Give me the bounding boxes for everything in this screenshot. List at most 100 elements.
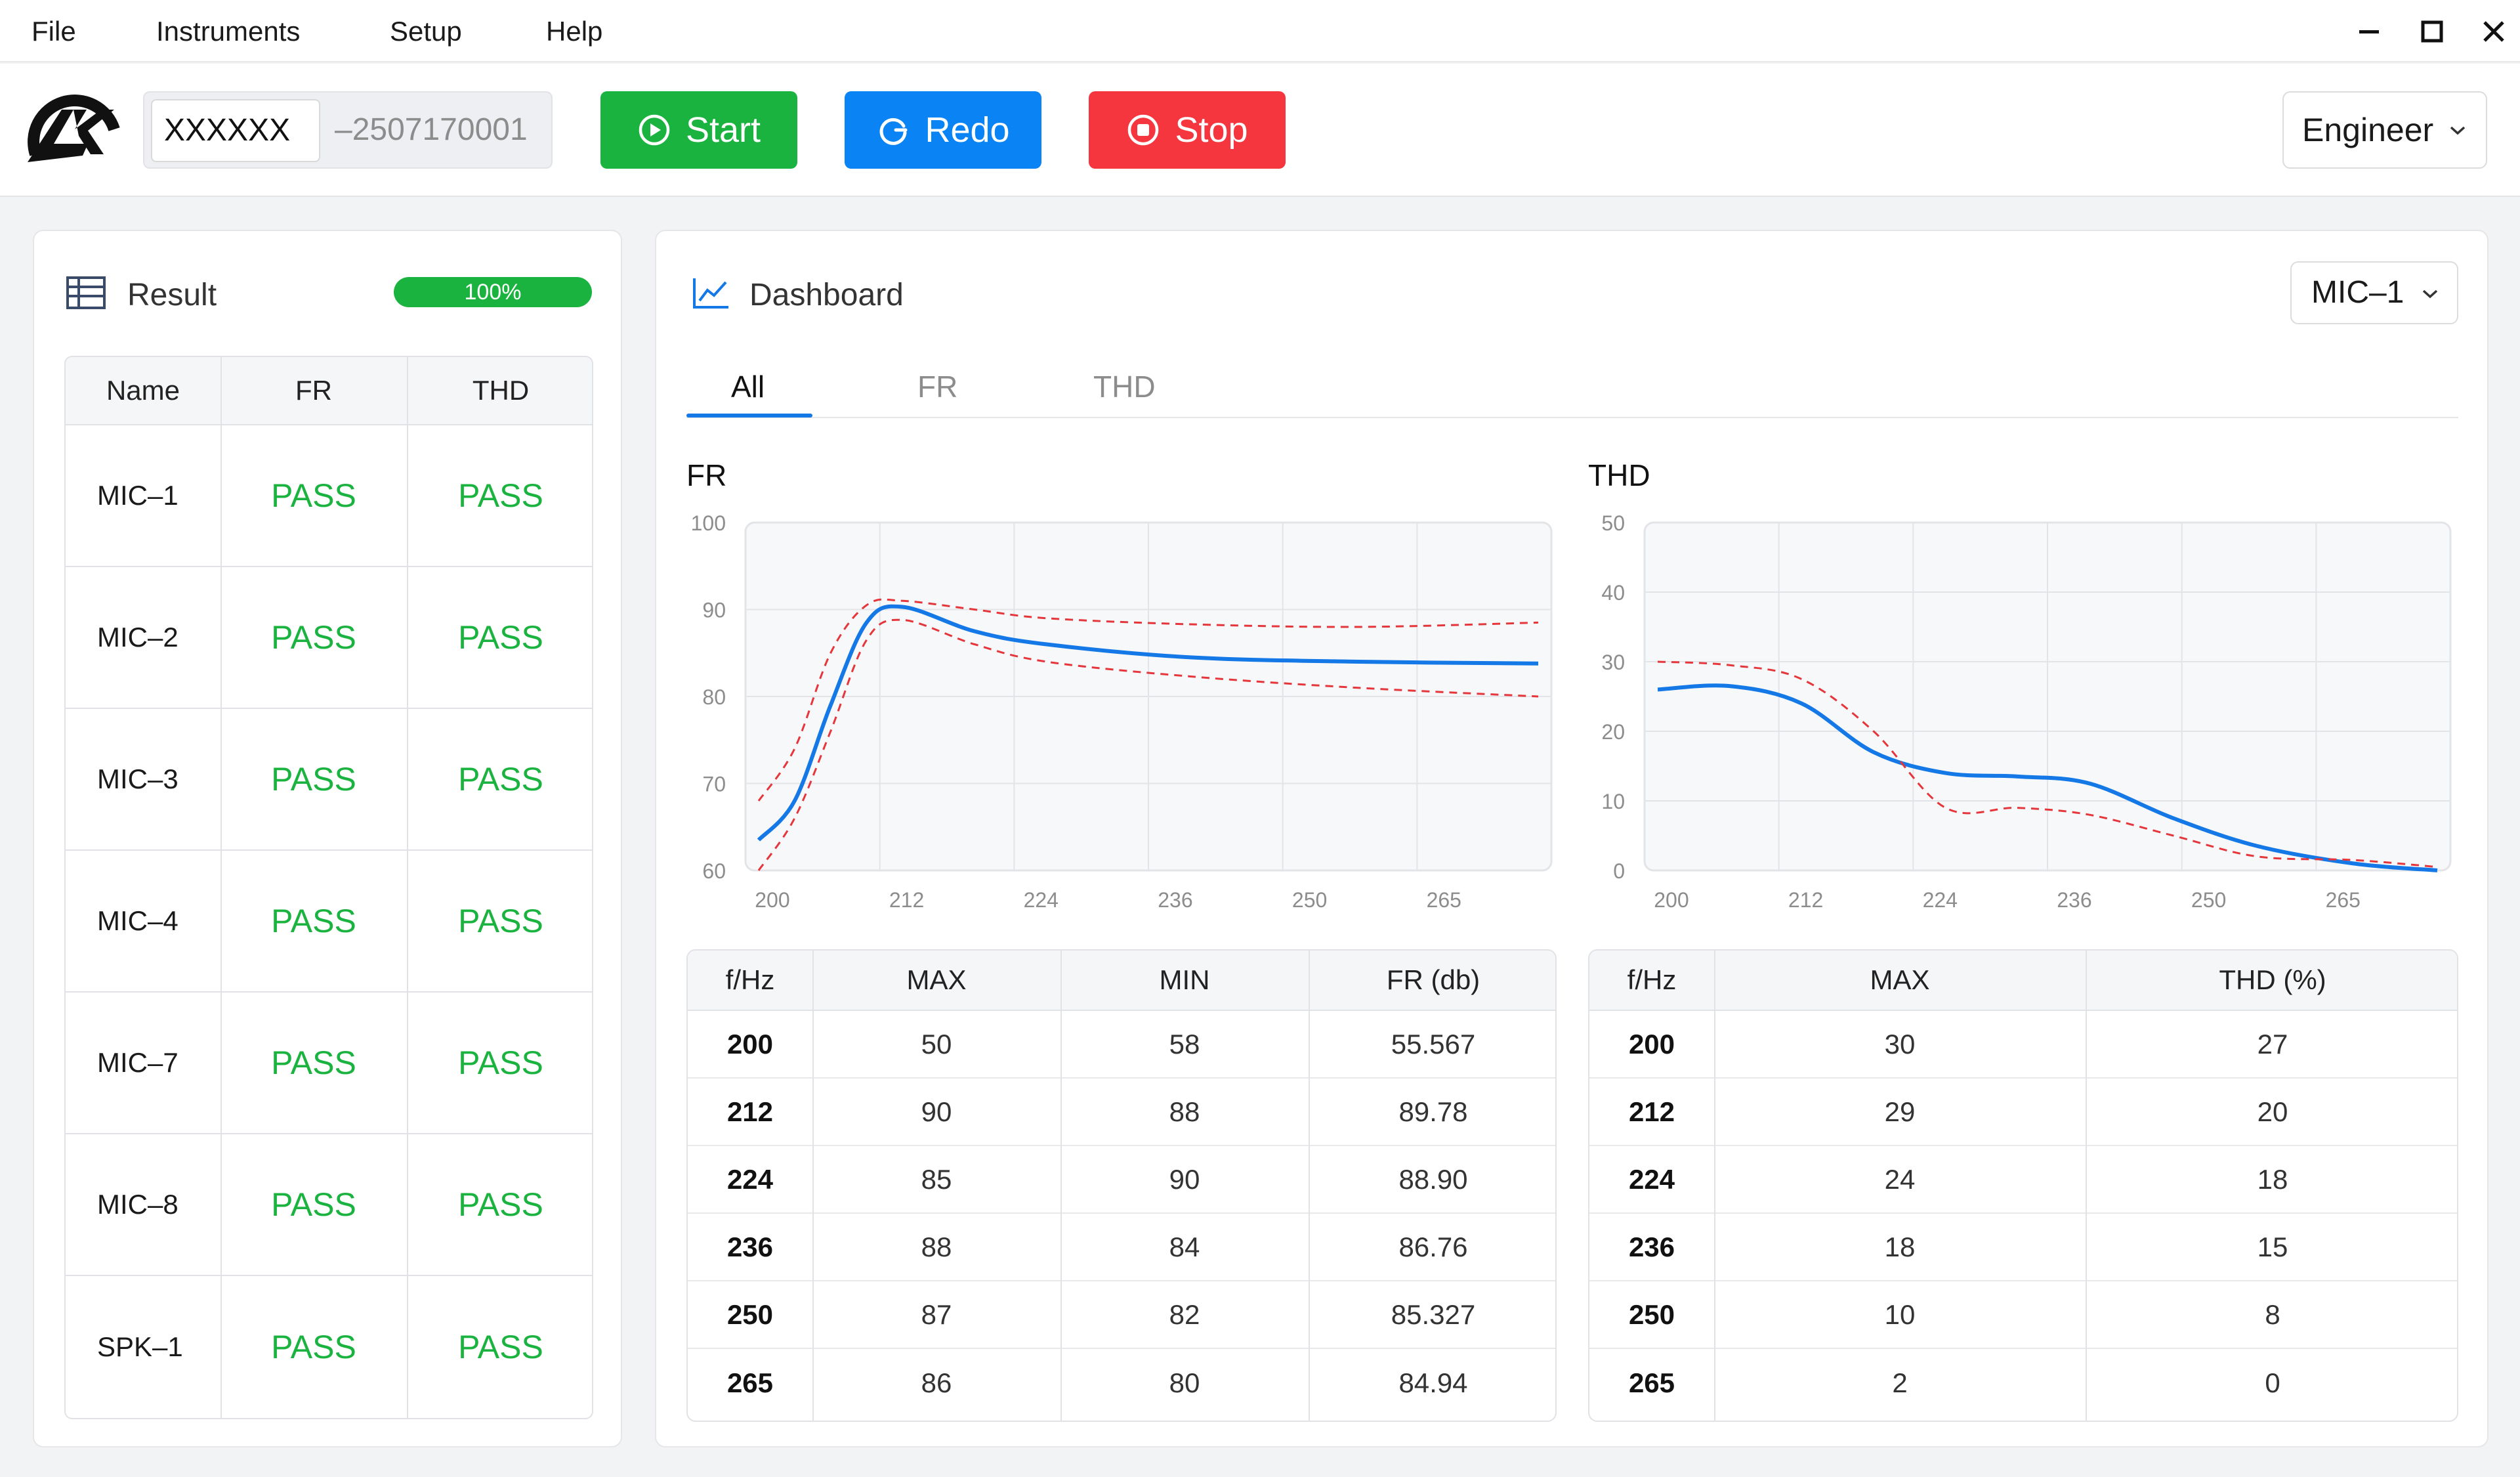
fr-status: PASS	[271, 903, 356, 939]
col-freq: f/Hz	[725, 964, 775, 995]
thd-chart: 0 10 20 30 40 50 200 212 224 236 250 265	[1601, 511, 2452, 912]
serial-prefix-input[interactable]: XXXXXX	[151, 99, 320, 162]
freq-cell: 200	[1628, 1028, 1675, 1060]
table-icon	[66, 276, 106, 309]
result-table: Name FR THD MIC–1 PASS PASS MIC–2 PASS P…	[64, 356, 593, 1419]
x-tick-label: 236	[2057, 888, 2091, 912]
redo-icon	[880, 118, 908, 145]
col-freq: f/Hz	[1627, 964, 1677, 995]
max-cell: 88	[921, 1231, 952, 1262]
active-tab-indicator	[686, 414, 812, 417]
fr-status: PASS	[271, 1329, 356, 1365]
thd-cell: 0	[2265, 1367, 2280, 1398]
menu-help[interactable]: Help	[546, 16, 603, 47]
x-tick-label: 212	[1788, 888, 1823, 912]
role-select[interactable]: Engineer	[2282, 91, 2487, 169]
fr-table: f/Hz MAX MIN FR (db) 200 50 58 55.567 21…	[686, 949, 1557, 1422]
row-name: MIC–2	[97, 622, 178, 653]
result-panel: Result 100% Name FR THD MIC–1 PASS PASS …	[33, 230, 622, 1447]
table-row[interactable]: MIC–7 PASS PASS	[66, 993, 592, 1134]
row-name: SPK–1	[97, 1331, 183, 1362]
max-cell: 18	[1884, 1231, 1916, 1262]
close-icon[interactable]	[2474, 12, 2513, 51]
device-select[interactable]: MIC–1	[2290, 261, 2458, 324]
freq-cell: 250	[726, 1298, 774, 1330]
x-tick-label: 224	[1024, 888, 1059, 912]
thd-status: PASS	[458, 1329, 543, 1365]
logo-icon	[28, 95, 120, 162]
thd-status: PASS	[458, 477, 543, 514]
table-row: 265 86 80 84.94	[688, 1349, 1555, 1417]
table-row[interactable]: MIC–2 PASS PASS	[66, 567, 592, 709]
min-cell: 58	[1169, 1028, 1200, 1060]
row-name: MIC–8	[97, 1189, 178, 1220]
y-tick-label: 80	[702, 685, 726, 709]
table-row: 250 87 82 85.327	[688, 1281, 1555, 1349]
y-tick-label: 20	[1601, 720, 1625, 744]
tab-all[interactable]: All	[731, 370, 765, 404]
device-value: MIC–1	[2311, 275, 2404, 310]
y-tick-label: 70	[702, 773, 726, 796]
table-row[interactable]: MIC–8 PASS PASS	[66, 1134, 592, 1276]
max-cell: 86	[921, 1367, 952, 1398]
tab-thd[interactable]: THD	[1093, 370, 1156, 404]
x-tick-label: 212	[889, 888, 924, 912]
table-row[interactable]: MIC–3 PASS PASS	[66, 709, 592, 851]
freq-cell: 265	[1628, 1367, 1675, 1398]
tab-fr[interactable]: FR	[917, 370, 958, 404]
table-row: 200 50 58 55.567	[688, 1011, 1555, 1079]
maximize-icon[interactable]	[2412, 12, 2452, 51]
fr-cell: 55.567	[1391, 1028, 1476, 1060]
max-cell: 24	[1884, 1163, 1916, 1195]
menu-setup[interactable]: Setup	[390, 16, 462, 47]
thd-cell: 27	[2257, 1028, 2288, 1060]
col-thd-pct: THD (%)	[2219, 964, 2326, 995]
measured-series-line	[1657, 683, 2438, 872]
chevron-down-icon	[2422, 289, 2438, 299]
col-max: MAX	[906, 964, 967, 995]
col-fr-db: FR (db)	[1386, 964, 1480, 995]
minimize-icon[interactable]	[2349, 12, 2389, 51]
thd-status: PASS	[458, 619, 543, 656]
table-row[interactable]: SPK–1 PASS PASS	[66, 1276, 592, 1418]
toolbar: XXXXXX –2507170001 Start Redo Stop Engin…	[0, 64, 2520, 197]
table-row[interactable]: MIC–1 PASS PASS	[66, 425, 592, 567]
max-cell: 29	[1884, 1096, 1916, 1127]
fr-cell: 84.94	[1398, 1367, 1468, 1398]
column-divider	[407, 357, 408, 1418]
column-divider	[220, 357, 222, 1418]
column-divider	[1060, 951, 1062, 1421]
thd-status: PASS	[458, 1186, 543, 1223]
y-tick-label: 90	[702, 599, 726, 622]
freq-cell: 212	[726, 1096, 774, 1127]
redo-button[interactable]: Redo	[845, 91, 1041, 169]
freq-cell: 224	[1628, 1163, 1675, 1195]
dashboard-panel: Dashboard MIC–1 All FR THD FR THD 60 70 80…	[655, 230, 2488, 1447]
menu-instruments[interactable]: Instruments	[156, 16, 301, 47]
fr-cell: 88.90	[1398, 1163, 1468, 1195]
freq-cell: 200	[726, 1028, 774, 1060]
menu-file[interactable]: File	[32, 16, 76, 47]
min-cell: 82	[1169, 1298, 1200, 1330]
start-button[interactable]: Start	[600, 91, 797, 169]
table-row: 212 29 20	[1589, 1079, 2457, 1146]
freq-cell: 236	[1628, 1231, 1675, 1262]
thd-chart-title: THD	[1588, 458, 1650, 492]
stop-button[interactable]: Stop	[1089, 91, 1286, 169]
fr-cell: 89.78	[1398, 1096, 1468, 1127]
x-tick-label: 200	[1654, 888, 1689, 912]
result-title: Result	[127, 278, 217, 312]
limit-series-line	[757, 598, 1539, 802]
max-cell: 90	[921, 1096, 952, 1127]
freq-cell: 265	[726, 1367, 774, 1398]
tab-divider	[686, 417, 2458, 418]
table-row: 236 88 84 86.76	[688, 1214, 1555, 1281]
thd-table: f/Hz MAX THD (%) 200 30 27 212 29 20 224…	[1588, 949, 2458, 1422]
table-row: 265 2 0	[1589, 1349, 2457, 1417]
x-tick-label: 236	[1158, 888, 1192, 912]
table-row[interactable]: MIC–4 PASS PASS	[66, 851, 592, 993]
play-icon	[639, 114, 670, 146]
progress-label: 100%	[464, 280, 522, 305]
stop-label: Stop	[1175, 110, 1248, 150]
column-divider	[1714, 951, 1715, 1421]
